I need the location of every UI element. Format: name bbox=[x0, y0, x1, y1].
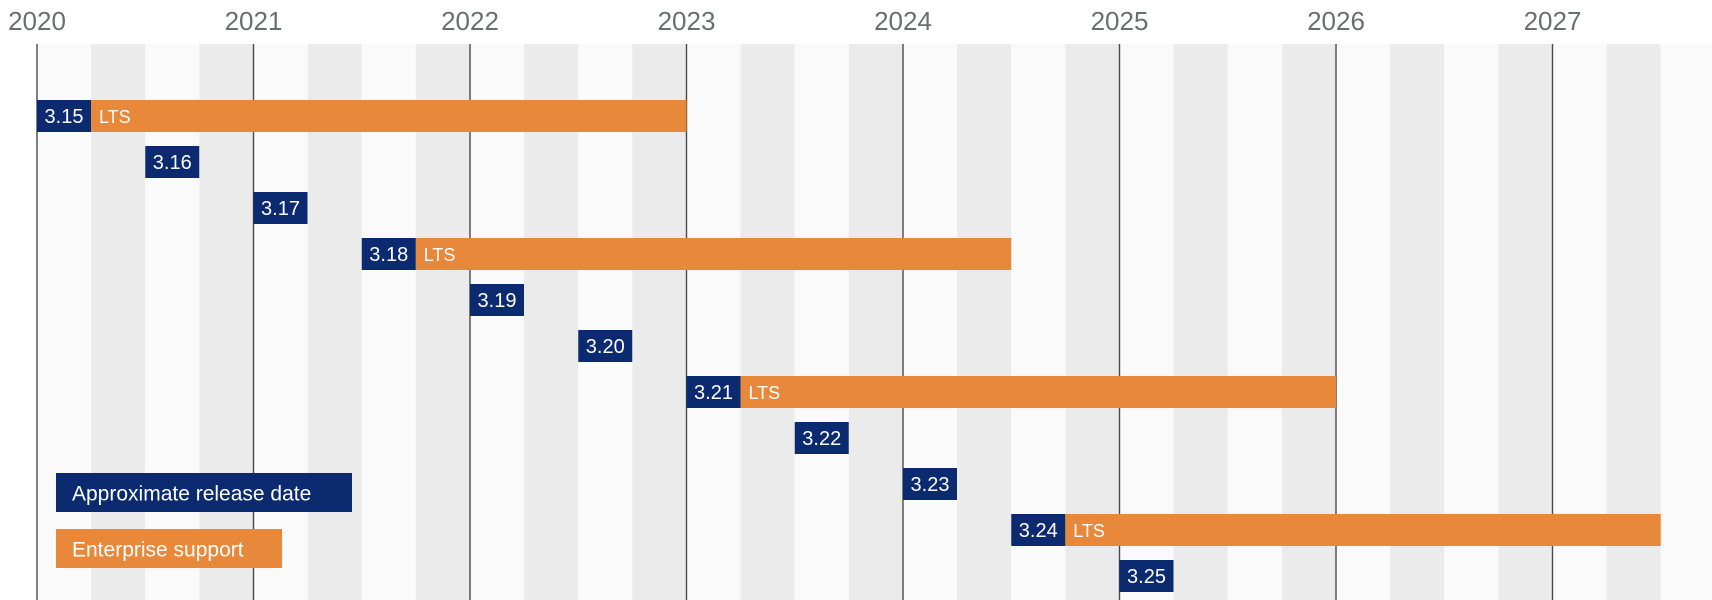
enterprise-support-bar bbox=[740, 376, 1336, 408]
legend: Approximate release date Enterprise suppo… bbox=[56, 473, 352, 568]
release-marker bbox=[253, 192, 308, 224]
quarter-band bbox=[1119, 44, 1174, 600]
enterprise-support-bar bbox=[415, 238, 1012, 270]
release-version-label: 3.21 bbox=[694, 382, 733, 404]
quarter-band bbox=[1552, 44, 1607, 600]
year-tick-label: 2025 bbox=[1091, 6, 1149, 36]
legend-swatch bbox=[56, 529, 282, 568]
release-version-label: 3.18 bbox=[369, 244, 408, 266]
release-marker bbox=[1119, 560, 1174, 592]
release-marker bbox=[145, 146, 200, 178]
quarter-band bbox=[740, 44, 795, 600]
year-tick-label: 2024 bbox=[874, 6, 932, 36]
year-axis-labels: 2020 2021 2022 2023 2024 2025 2026 2027 bbox=[8, 6, 1581, 36]
quarter-band bbox=[1444, 44, 1499, 600]
quarter-band bbox=[578, 44, 633, 600]
quarter-band bbox=[848, 44, 903, 600]
release-marker bbox=[578, 330, 633, 362]
year-tick-label: 2021 bbox=[225, 6, 283, 36]
quarter-band bbox=[957, 44, 1012, 600]
release-marker bbox=[686, 376, 741, 408]
quarter-band bbox=[1660, 44, 1712, 600]
quarter-band bbox=[1606, 44, 1661, 600]
release-version-label: 3.20 bbox=[586, 336, 625, 358]
legend-label: Approximate release date bbox=[72, 483, 311, 506]
release-marker bbox=[470, 284, 524, 316]
quarter-band bbox=[794, 44, 849, 600]
quarter-band bbox=[1336, 44, 1391, 600]
year-tick-label: 2023 bbox=[658, 6, 716, 36]
quarter-band bbox=[415, 44, 470, 600]
legend-label: Enterprise support bbox=[72, 539, 244, 562]
enterprise-support-bar bbox=[91, 100, 687, 132]
release-version-label: 3.23 bbox=[911, 474, 950, 496]
year-tick-label: 2022 bbox=[441, 6, 499, 36]
release-version-label: 3.15 bbox=[45, 106, 84, 128]
release-version-label: 3.22 bbox=[802, 428, 841, 450]
quarter-band bbox=[1011, 44, 1066, 600]
release-version-label: 3.17 bbox=[261, 198, 300, 220]
enterprise-support-bar bbox=[1065, 514, 1661, 546]
release-marker bbox=[1011, 514, 1066, 546]
quarter-band bbox=[1390, 44, 1445, 600]
quarter-band bbox=[524, 44, 579, 600]
year-tick-label: 2027 bbox=[1524, 6, 1582, 36]
quarter-band bbox=[1065, 44, 1120, 600]
quarter-band bbox=[470, 44, 525, 600]
legend-swatch bbox=[56, 473, 352, 512]
release-marker bbox=[903, 468, 957, 500]
lts-label: LTS bbox=[749, 383, 781, 403]
release-bars: LTS 3.15 3.16 3.17 LTS 3.18 3.19 3.20 LTS 3.21 3.2… bbox=[37, 100, 1661, 592]
quarter-band bbox=[686, 44, 741, 600]
lts-label: LTS bbox=[424, 245, 456, 265]
release-version-label: 3.19 bbox=[478, 290, 517, 312]
release-version-label: 3.25 bbox=[1127, 566, 1166, 588]
lts-label: LTS bbox=[99, 107, 131, 127]
quarter-bands bbox=[37, 44, 1712, 600]
year-tick-label: 2026 bbox=[1307, 6, 1365, 36]
quarter-band bbox=[903, 44, 958, 600]
quarter-band bbox=[632, 44, 687, 600]
release-marker bbox=[794, 422, 849, 454]
release-marker bbox=[37, 100, 91, 132]
quarter-band bbox=[1281, 44, 1336, 600]
release-version-label: 3.16 bbox=[153, 152, 192, 174]
quarter-band bbox=[361, 44, 416, 600]
quarter-band bbox=[1173, 44, 1228, 600]
quarter-band bbox=[1227, 44, 1282, 600]
quarter-band bbox=[1498, 44, 1553, 600]
release-marker bbox=[361, 238, 416, 270]
year-tick-label: 2020 bbox=[8, 6, 66, 36]
release-version-label: 3.24 bbox=[1019, 520, 1058, 542]
lts-label: LTS bbox=[1073, 521, 1105, 541]
